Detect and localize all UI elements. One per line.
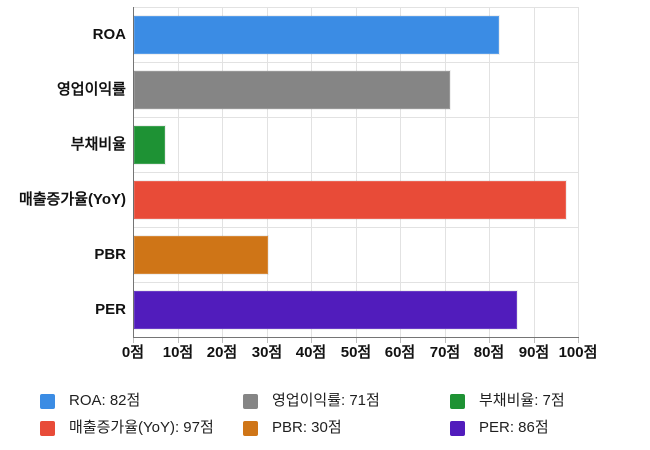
legend-label: 영업이익률: 71점 [272, 392, 380, 409]
x-tick-label: 90점 [518, 344, 550, 361]
v-gridline [311, 7, 312, 337]
legend-swatch [243, 420, 258, 436]
axis-tick [578, 337, 579, 343]
legend-swatch [243, 393, 258, 409]
chart-bar[interactable] [134, 180, 566, 219]
v-gridline [445, 7, 446, 337]
x-tick-label: 70점 [429, 344, 461, 361]
legend-item[interactable]: ROA: 82점 [40, 393, 140, 409]
category-label: ROA [92, 25, 126, 43]
legend-label: 부채비율: 7점 [479, 392, 565, 409]
legend-label: PBR: 30점 [272, 419, 342, 436]
x-tick-label: 20점 [206, 344, 238, 361]
legend-label: 매출증가율(YoY): 97점 [69, 419, 214, 436]
legend-item[interactable]: 부채비율: 7점 [450, 393, 565, 409]
category-label: 부채비율 [70, 135, 126, 153]
axis-tick [178, 337, 179, 343]
legend-item[interactable]: 영업이익률: 71점 [243, 393, 380, 409]
axis-tick [311, 337, 312, 343]
legend-item[interactable]: PBR: 30점 [243, 420, 342, 436]
category-label: 매출증가율(YoY) [18, 190, 126, 208]
legend-item[interactable]: PER: 86점 [450, 420, 549, 436]
x-tick-label: 60점 [384, 344, 416, 361]
axis-tick [356, 337, 357, 343]
h-gridline [133, 117, 578, 118]
h-gridline [133, 62, 578, 63]
legend-swatch [450, 420, 465, 436]
legend-swatch [40, 393, 55, 409]
chart-bar[interactable] [134, 15, 499, 54]
v-gridline [534, 7, 535, 337]
x-tick-label: 50점 [340, 344, 372, 361]
v-gridline [489, 7, 490, 337]
axis-tick [400, 337, 401, 343]
x-tick-label: 0점 [121, 344, 145, 361]
x-tick-label: 10점 [162, 344, 194, 361]
h-gridline [133, 7, 578, 8]
legend-swatch [450, 393, 465, 409]
category-label: 영업이익률 [56, 80, 126, 98]
category-label: PER [95, 300, 126, 318]
v-gridline [222, 7, 223, 337]
x-axis-line [133, 337, 579, 338]
category-label: PBR [94, 245, 126, 263]
legend-label: ROA: 82점 [69, 392, 141, 409]
legend-label: PER: 86점 [479, 419, 549, 436]
h-gridline [133, 172, 578, 173]
x-tick-label: 30점 [251, 344, 283, 361]
y-axis-line [133, 7, 134, 337]
axis-tick [133, 337, 134, 343]
chart-bar[interactable] [134, 290, 517, 329]
chart-bar[interactable] [134, 235, 268, 274]
axis-tick [534, 337, 535, 343]
v-gridline [178, 7, 179, 337]
x-tick-label: 80점 [473, 344, 505, 361]
axis-tick [222, 337, 223, 343]
h-gridline [133, 227, 578, 228]
x-tick-label: 40점 [295, 344, 327, 361]
v-gridline [267, 7, 268, 337]
v-gridline [356, 7, 357, 337]
axis-tick [267, 337, 268, 343]
chart-bar[interactable] [134, 70, 450, 109]
axis-tick [489, 337, 490, 343]
h-gridline [133, 282, 578, 283]
axis-tick [445, 337, 446, 343]
legend-item[interactable]: 매출증가율(YoY): 97점 [40, 420, 214, 436]
x-tick-label: 100점 [558, 344, 598, 361]
v-gridline [578, 7, 579, 337]
chart-bar[interactable] [134, 125, 165, 164]
v-gridline [400, 7, 401, 337]
legend-swatch [40, 420, 55, 436]
